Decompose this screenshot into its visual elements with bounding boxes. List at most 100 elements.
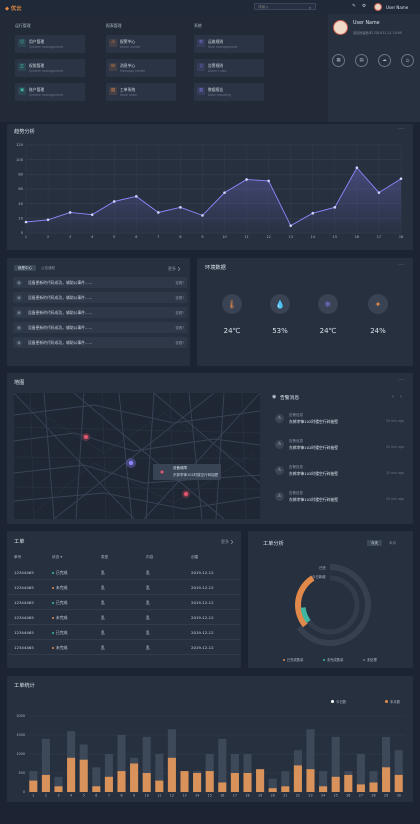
more-dots-icon[interactable]: ···: [398, 262, 405, 268]
menu-item-report[interactable]: ▥ 数据报告 Data reporting: [194, 83, 264, 101]
x-tick-label: 9: [133, 794, 135, 798]
menu-item-lock[interactable]: ⚿ 权限管理 System management: [15, 59, 85, 77]
bar-month: [29, 780, 38, 792]
cell-status: 未完成: [52, 585, 68, 591]
y-tick-label: 80: [18, 173, 23, 177]
table-row[interactable]: 12344465 未完成 乱 乱 2019-12-12: [8, 580, 240, 595]
message-type: 告警信息: [289, 465, 303, 469]
message-text: 东郭李锋102时楼空行碎抽壁: [289, 471, 339, 476]
x-tick-label: 23: [308, 794, 312, 798]
todo-status: 查看?: [175, 281, 184, 285]
donut-slice: [300, 607, 311, 624]
search-icon[interactable]: ⌕: [309, 4, 312, 10]
more-link[interactable]: 更多 ❯: [221, 539, 234, 544]
bar-month: [92, 786, 101, 792]
bar-today: [369, 771, 378, 792]
table-row[interactable]: 12344465 已完成 乱 乱 2019-12-12: [8, 595, 240, 610]
data-point: [112, 200, 116, 203]
cloud-icon[interactable]: ☁: [378, 54, 391, 67]
x-tick-label: 16: [220, 794, 224, 798]
menu-item-subtitle: System management: [29, 44, 64, 49]
wind-icon: ✦: [368, 294, 388, 314]
bar-today: [268, 778, 277, 792]
legend-dot: [363, 658, 366, 662]
todo-item[interactable]: ⚙ 设备更新的代码成功，辅助公事件...... 查看?: [13, 277, 187, 288]
app-logo[interactable]: ◆ 优云: [5, 5, 22, 12]
column-header[interactable]: 状态 ▾: [52, 555, 63, 559]
prev-arrow-icon[interactable]: ‹: [392, 394, 394, 400]
cell-date: 2019-12-12: [191, 630, 214, 635]
menu-item-alarm[interactable]: ⚠ 报警中心 Alarm center: [106, 35, 176, 53]
todo-item[interactable]: ⚙ 设备更新的代码成功，辅助公事件...... 查看?: [13, 322, 187, 333]
todo-item[interactable]: ⚙ 设备更新的代码成功，辅助公事件...... 查看?: [13, 337, 187, 348]
menu-item-message[interactable]: ✉ 消息中心 Message center: [106, 59, 176, 77]
user-card-name: User Name: [353, 21, 380, 26]
bar-today: [382, 736, 391, 792]
tab-today[interactable]: 今天: [367, 540, 382, 546]
data-point: [134, 195, 138, 198]
table-row[interactable]: 12344465 未完成 乱 乱 2019-12-12: [8, 640, 240, 655]
menu-item-ticket[interactable]: ▤ 工单系统 Work order: [106, 83, 176, 101]
bar-today: [218, 738, 227, 792]
tab-notice[interactable]: 公告通知: [41, 266, 56, 270]
menu-item-rule[interactable]: ⚙ 运维规则 Rule management: [194, 35, 264, 53]
message-icon: ✉: [109, 62, 117, 71]
legend-today: 今日数: [336, 700, 347, 704]
message-time: 20 min ago: [385, 419, 404, 423]
message-item[interactable]: ⚠ 告警信息 东郭李锋102时楼空行碎抽壁 20 min ago: [271, 408, 405, 434]
gear-icon: ⚙: [16, 324, 22, 331]
y-tick-label: 0: [21, 231, 24, 235]
cell-status: 已完成: [52, 600, 68, 606]
cell-content: 乱: [146, 645, 150, 650]
table-row[interactable]: 12344465 已完成 乱 乱 2019-12-12: [8, 625, 240, 640]
bar-today: [356, 754, 365, 792]
env-value: 53%: [272, 327, 288, 335]
city-map[interactable]: [14, 393, 260, 519]
bar-today: [54, 776, 63, 792]
column-header: 类型: [101, 555, 109, 559]
message-item[interactable]: ⚠ 告警信息 东郭李锋102时楼空行碎抽壁 20 min ago: [271, 486, 405, 512]
table-row[interactable]: 12344465 已完成 乱 乱 2019-12-12: [8, 565, 240, 580]
menu-item-title: 数据报告: [208, 87, 224, 92]
todo-item[interactable]: ⚙ 设备更新的代码成功，辅助公事件...... 查看?: [13, 307, 187, 318]
bar-today: [142, 736, 151, 792]
menu-item-bell[interactable]: ♫ 告警规则 Alarm rules: [194, 59, 264, 77]
calendar-icon[interactable]: ▦: [332, 54, 345, 67]
bell-icon: ♫: [197, 62, 205, 71]
user-name[interactable]: User Name: [386, 4, 409, 10]
cell-id: 12344465: [14, 645, 34, 650]
edit-icon[interactable]: ✎: [352, 4, 356, 9]
tab-month[interactable]: 本月: [389, 541, 396, 545]
more-dots-icon[interactable]: ···: [398, 377, 405, 383]
menu-group-title: 报表管理: [106, 23, 122, 28]
menu-item-user[interactable]: ☺ 用户管理 System management: [15, 35, 85, 53]
todo-item[interactable]: ⚙ 设备更新的代码成功，辅助公事件...... 查看?: [13, 292, 187, 303]
more-dots-icon[interactable]: ···: [398, 126, 405, 132]
x-tick-label: 19: [258, 794, 262, 798]
avatar[interactable]: [333, 20, 348, 35]
cell-date: 2019-12-12: [191, 615, 214, 620]
more-link[interactable]: 更多 ❯: [168, 266, 181, 271]
bar-month: [369, 782, 378, 792]
menu-item-title: 告警规则: [208, 63, 224, 68]
next-arrow-icon[interactable]: ›: [400, 394, 402, 400]
x-tick-label: 4: [91, 235, 93, 239]
tab-center[interactable]: 我是中心: [14, 265, 36, 271]
data-point: [46, 218, 50, 222]
status-dot: [52, 571, 55, 575]
x-tick-label: 7: [157, 235, 159, 239]
x-tick-label: 11: [157, 794, 161, 798]
power-icon[interactable]: ⏻: [401, 54, 414, 67]
avatar[interactable]: [374, 3, 382, 11]
gear-icon[interactable]: ⚙: [362, 4, 367, 9]
table-row[interactable]: 12344465 未完成 乱 乱 2019-12-12: [8, 610, 240, 625]
message-item[interactable]: ⚠ 告警信息 东郭李锋102时楼空行碎抽壁 20 min ago: [271, 460, 405, 486]
document-icon[interactable]: ▤: [355, 54, 368, 67]
menu-item-account[interactable]: ▣ 账户管理 System management: [15, 83, 85, 101]
bar-today: [117, 735, 126, 792]
y-tick-label: 500: [19, 771, 25, 775]
message-item[interactable]: ⚠ 告警信息 东郭李锋102时楼空行碎抽壁 20 min ago: [271, 434, 405, 460]
search-input[interactable]: [254, 3, 316, 10]
data-point: [68, 211, 72, 214]
menu-item-title: 用户管理: [29, 39, 45, 44]
